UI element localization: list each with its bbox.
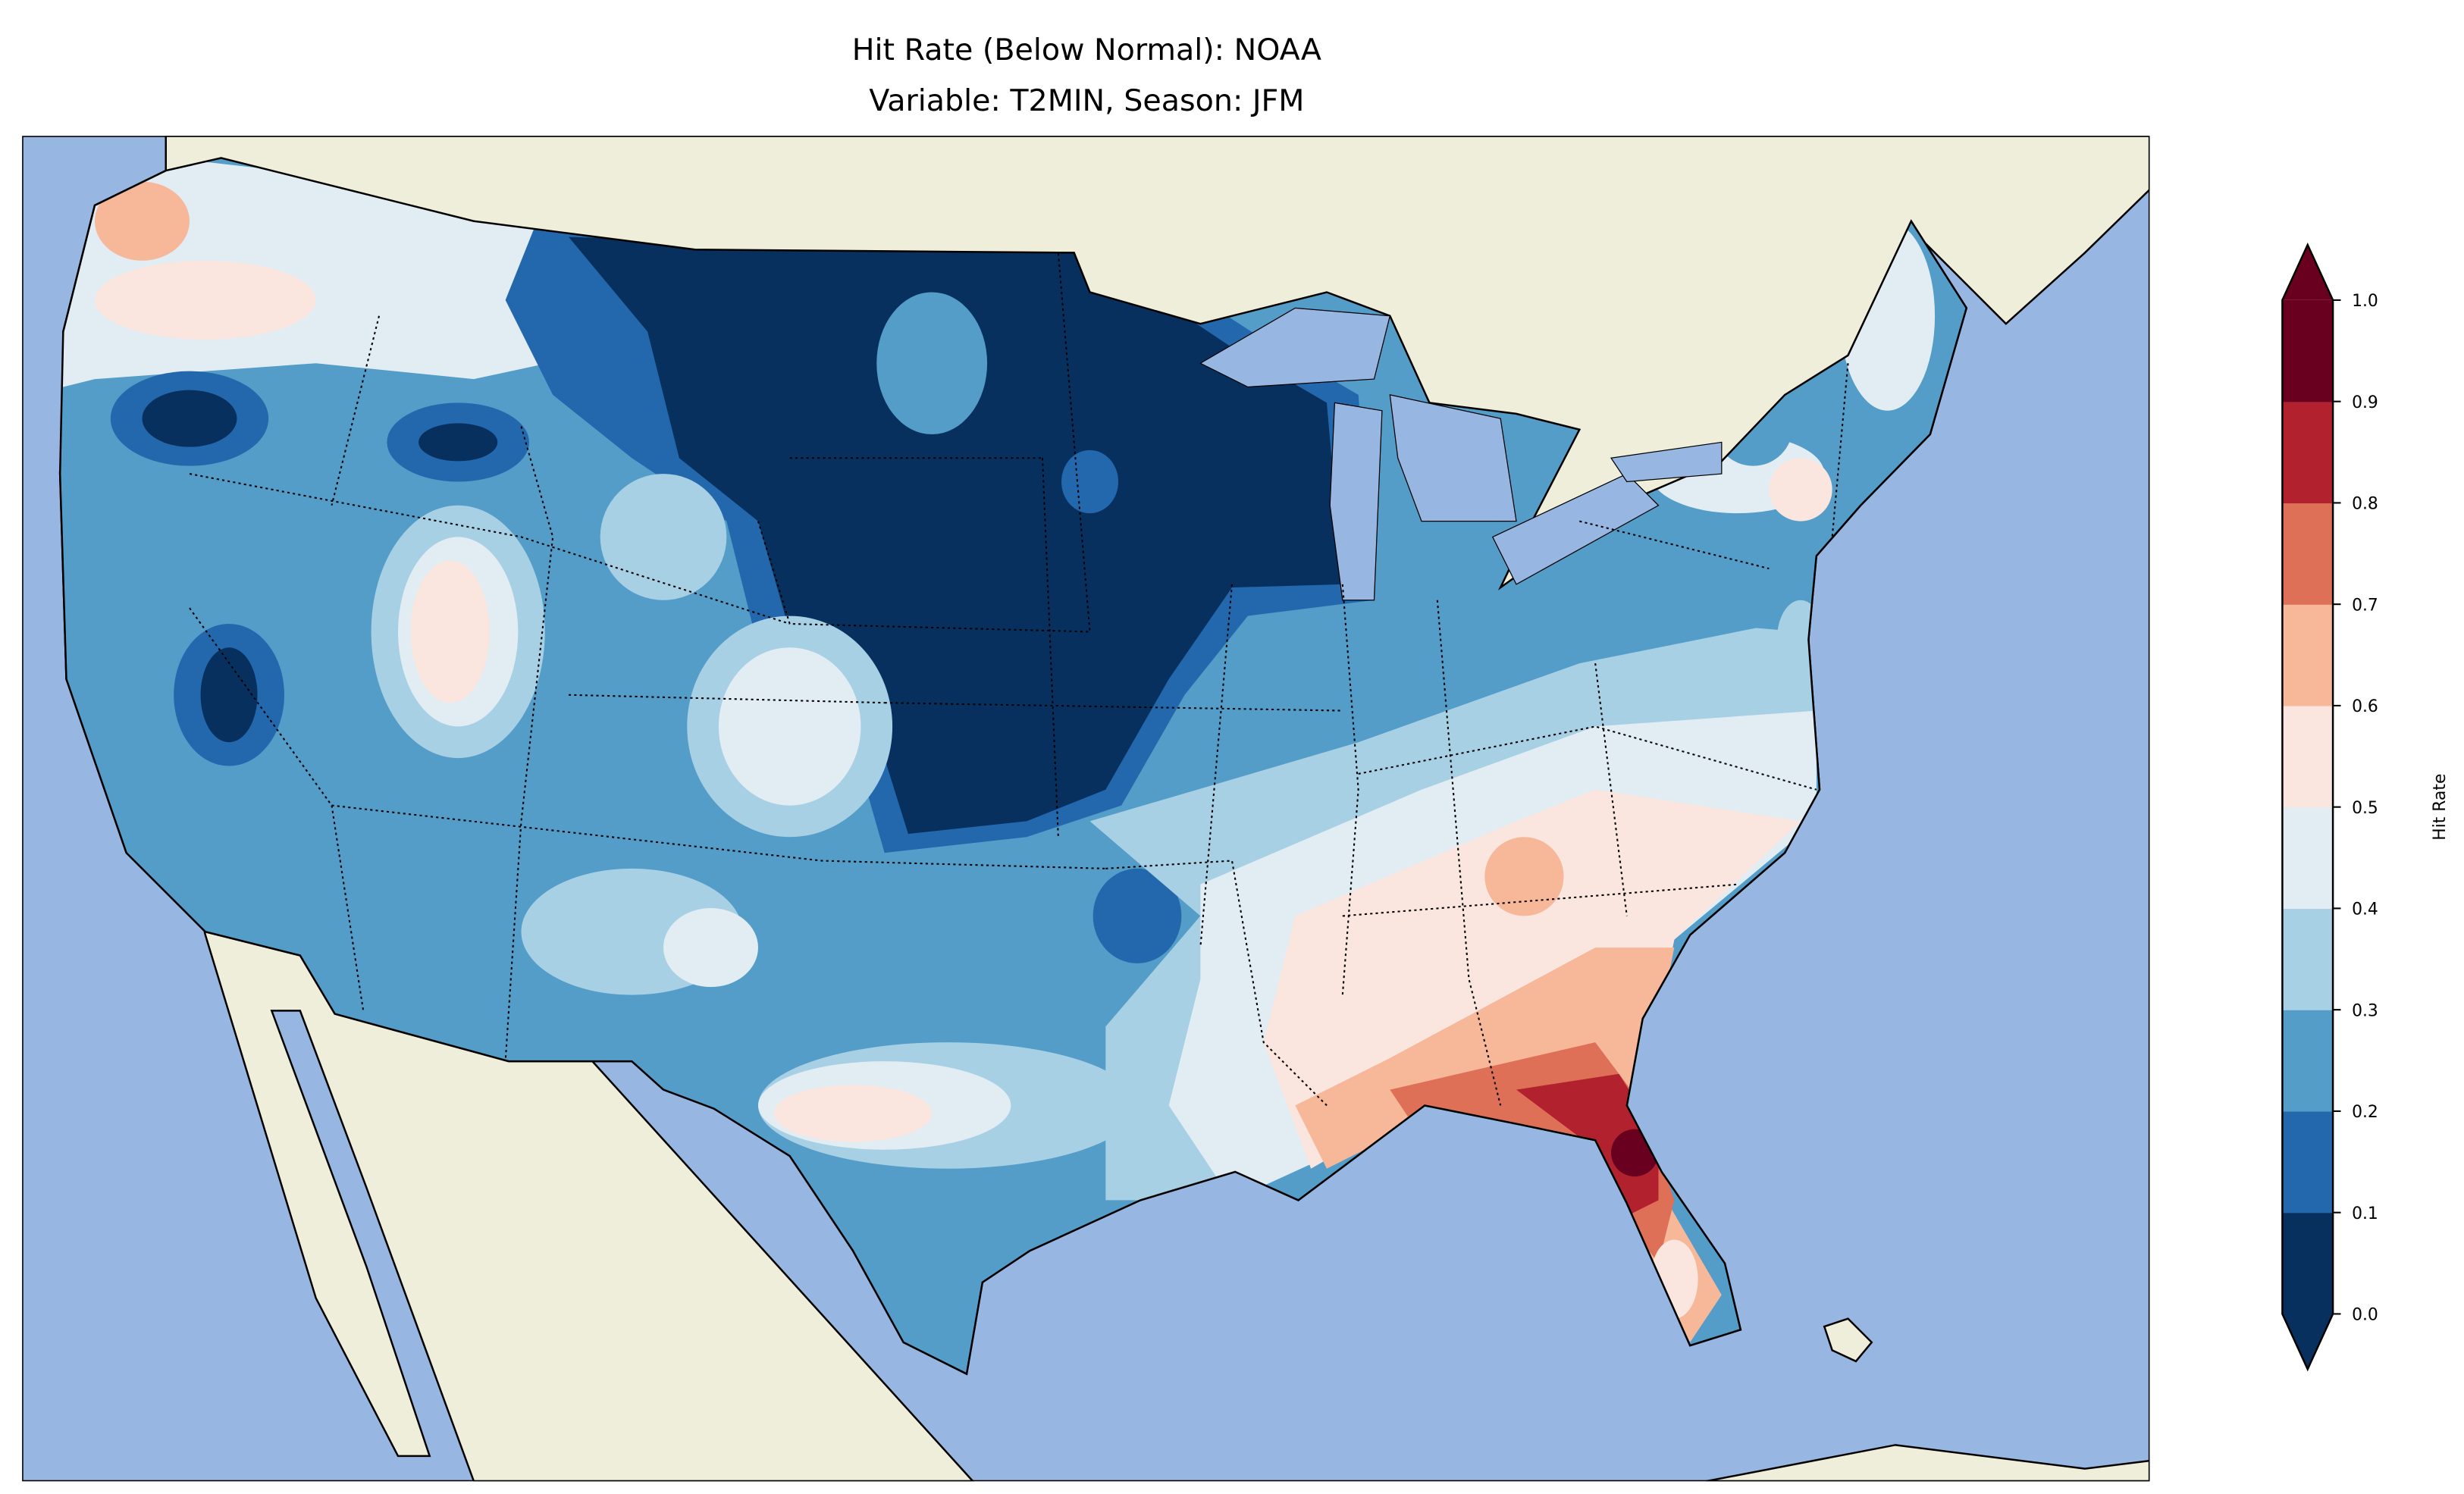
colorbar-tick-label: 0.7 <box>2352 596 2378 615</box>
colorbar-tick-label: 0.8 <box>2352 495 2378 514</box>
colorbar-bin-6 <box>2282 604 2334 706</box>
lake-0 <box>1199 307 1391 388</box>
region-co-lighter <box>718 647 861 806</box>
colorbar-tick-label: 0.1 <box>2352 1204 2378 1223</box>
colorbar-bin-5 <box>2282 705 2334 808</box>
region-gulf-salmon <box>1295 947 1722 1342</box>
colorbar-extend-max <box>2282 245 2334 300</box>
title-line-2: Variable: T2MIN, Season: JFM <box>869 83 1304 118</box>
colorbar-bin-8 <box>2282 401 2334 504</box>
colorbar-bin-9 <box>2282 299 2334 402</box>
region-nd-spot <box>876 292 988 434</box>
state-border-8 <box>1105 860 1328 1107</box>
region-ga-spot <box>1484 837 1564 916</box>
region-nm-lighter <box>663 908 758 988</box>
state-border-12 <box>1594 662 1628 916</box>
state-border-16 <box>1831 363 1849 537</box>
land-bahamas <box>1823 1317 1873 1363</box>
state-border-4 <box>189 607 365 1011</box>
colorbar-label: Hit Rate <box>2431 774 2450 841</box>
state-border-0 <box>189 473 790 625</box>
map-axes <box>22 136 2150 1482</box>
colorbar-bin-0 <box>2282 1212 2334 1315</box>
colorbar-tick-label: 1.0 <box>2352 292 2378 311</box>
region-id-dark <box>419 423 498 462</box>
colorbar-tick-label: 0.2 <box>2352 1103 2378 1122</box>
colorbar-bin-2 <box>2282 1010 2334 1112</box>
colorbar-bin-4 <box>2282 807 2334 910</box>
region-nv-dark <box>200 647 258 743</box>
colorbar-tick-label: 0.6 <box>2352 697 2378 716</box>
colorbar: 0.0 0.1 0.2 0.3 0.4 0.5 0.6 0.7 0.8 0.9 1.0 <box>2281 242 2378 1372</box>
state-border-17 <box>1041 458 1059 838</box>
region-tx-pink <box>773 1085 933 1142</box>
colorbar-tick-label: 0.4 <box>2352 900 2378 919</box>
region-plains-dark <box>569 236 1343 835</box>
state-border-7 <box>884 702 1343 712</box>
colorbar-tick-label: 0.5 <box>2352 799 2378 818</box>
lake-2 <box>1389 394 1517 522</box>
title-line-1: Hit Rate (Below Normal): NOAA <box>852 33 1321 67</box>
us-coastline <box>58 157 1968 1376</box>
lake-1 <box>1329 402 1383 601</box>
colorbar-tick-label: 0.9 <box>2352 393 2378 412</box>
lake-4 <box>1610 441 1723 483</box>
region-wa-coast <box>95 181 190 261</box>
region-ne-pink <box>1769 458 1832 521</box>
colorbar-bin-7 <box>2282 503 2334 605</box>
state-border-3 <box>331 804 1106 869</box>
state-border-2 <box>504 426 554 1062</box>
great-lakes <box>1199 307 1723 601</box>
region-wy-light <box>600 474 727 600</box>
state-border-5 <box>757 252 1091 633</box>
region-mn-spot <box>1061 449 1118 514</box>
colorbar-extend-min <box>2282 1314 2334 1370</box>
colorbar-tick-label: 0.3 <box>2352 1002 2378 1021</box>
lake-3 <box>1491 473 1660 585</box>
colorbar-bin-1 <box>2282 1110 2334 1214</box>
land-cuba <box>1705 1444 2150 1482</box>
region-ar-dark <box>1092 868 1182 963</box>
state-border-10 <box>1341 584 1359 995</box>
colorbar-bin-3 <box>2282 908 2334 1010</box>
colorbar-tick-label: 0.0 <box>2352 1306 2378 1325</box>
region-or-dark <box>142 390 237 447</box>
state-borders <box>189 252 1849 1107</box>
region-ut-pink <box>410 560 490 703</box>
region-wa-pink <box>95 260 316 340</box>
